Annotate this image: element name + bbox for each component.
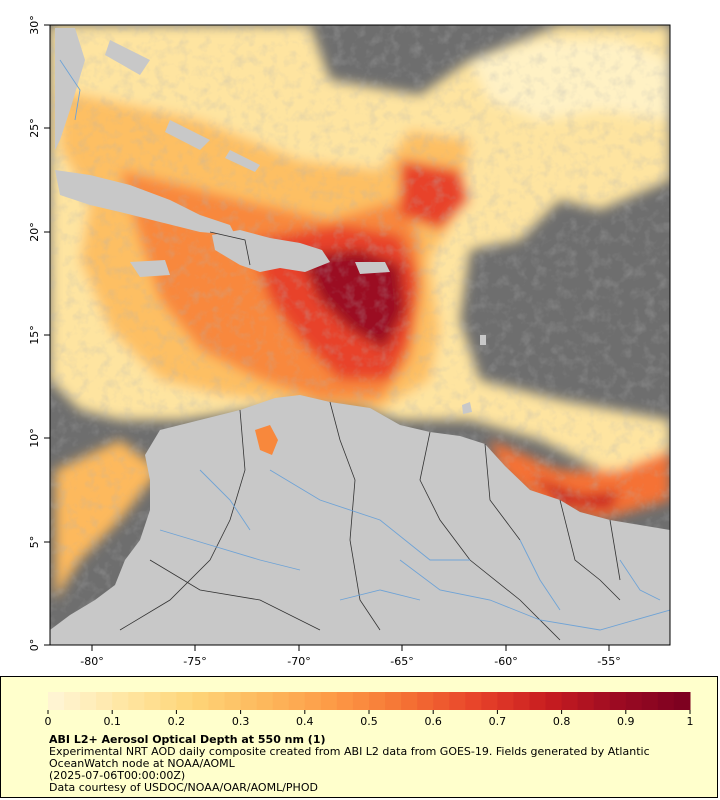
- rivers: [59, 59, 670, 631]
- product-date: (2025-07-06T00:00:00Z): [49, 769, 186, 782]
- colorbar: 0 0.1 0.2 0.3 0.4 0.5 0.6 0.7 0.8 0.9 1: [45, 692, 694, 728]
- colorbar-cell: [304, 692, 322, 710]
- colorbar-cell: [545, 692, 563, 710]
- colorbar-tick-label: 0.6: [424, 715, 442, 728]
- y-tick-label: 20°: [28, 222, 41, 242]
- colorbar-cell: [208, 692, 226, 710]
- y-tick-label: 0°: [28, 639, 41, 652]
- x-tick-label: -80°: [80, 655, 103, 668]
- land-south-america: [50, 395, 670, 645]
- product-title: ABI L2+ Aerosol Optical Depth at 550 nm …: [49, 733, 326, 746]
- colorbar-cell: [80, 692, 97, 710]
- colorbar-cell: [417, 692, 434, 710]
- y-tick-label: 30°: [28, 15, 41, 35]
- colorbar-cell: [160, 692, 177, 710]
- colorbar-cell: [465, 692, 482, 710]
- x-tick-label: -70°: [287, 655, 310, 668]
- y-tick-label: 10°: [28, 428, 41, 448]
- colorbar-cell: [64, 692, 81, 710]
- x-tick-label: -60°: [494, 655, 517, 668]
- colorbar-tick-label: 0.2: [168, 715, 186, 728]
- colorbar-cell: [401, 692, 418, 710]
- x-tick-label: -55°: [597, 655, 620, 668]
- colorbar-cell: [609, 692, 627, 710]
- colorbar-cell: [288, 692, 306, 710]
- colorbar-tick-label: 0: [45, 715, 52, 728]
- colorbar-cell: [96, 692, 113, 710]
- data-credit: Data courtesy of USDOC/NOAA/OAR/AOML/PHO…: [49, 781, 318, 794]
- colorbar-tick-label: 1: [687, 715, 694, 728]
- colorbar-tick-label: 0.1: [103, 715, 121, 728]
- colorbar-cell: [497, 692, 514, 710]
- colorbar-cell: [449, 692, 466, 710]
- x-axis: [91, 645, 610, 651]
- colorbar-cell: [369, 692, 386, 710]
- x-tick-label: -65°: [390, 655, 413, 668]
- colorbar-cell: [240, 692, 258, 710]
- colorbar-tick-label: 0.8: [553, 715, 571, 728]
- legend-panel: 0 0.1 0.2 0.3 0.4 0.5 0.6 0.7 0.8 0.9 1 ABI L2+ Ae…: [0, 676, 718, 798]
- aod-map: -80° -75° -70° -65° -60° -55° 30° 25° 20…: [28, 15, 671, 668]
- colorbar-cell: [625, 692, 643, 710]
- colorbar-cell: [481, 692, 498, 710]
- colorbar-cell: [385, 692, 402, 710]
- colorbar-cell: [336, 692, 354, 710]
- colorbar-cell: [112, 692, 129, 710]
- colorbar-cell: [176, 692, 193, 710]
- colorbar-cell: [561, 692, 579, 710]
- colorbar-cell: [352, 692, 370, 710]
- colorbar-cell: [577, 692, 595, 710]
- colorbar-cell: [192, 692, 209, 710]
- y-tick-label: 25°: [28, 118, 41, 138]
- colorbar-tick-label: 0.7: [489, 715, 507, 728]
- colorbar-cell: [673, 692, 691, 710]
- colorbar-tick-label: 0.5: [360, 715, 378, 728]
- colorbar-cell: [529, 692, 547, 710]
- product-description: Experimental NRT AOD daily composite cre…: [49, 745, 650, 770]
- colorbar-cell: [272, 692, 290, 710]
- y-tick-label: 5°: [28, 536, 41, 549]
- colorbar-cell: [144, 692, 161, 710]
- colorbar-cell: [224, 692, 242, 710]
- colorbar-tick-label: 0.4: [296, 715, 314, 728]
- colorbar-tick-label: 0.9: [617, 715, 635, 728]
- colorbar-cell: [433, 692, 450, 710]
- colorbar-cell: [128, 692, 145, 710]
- colorbar-cell: [593, 692, 611, 710]
- x-tick-label: -75°: [183, 655, 206, 668]
- y-axis: [44, 24, 50, 646]
- caribbean-islands: [55, 28, 486, 414]
- colorbar-cell: [657, 692, 675, 710]
- colorbar-cell: [513, 692, 530, 710]
- colorbar-cell: [256, 692, 274, 710]
- y-tick-label: 15°: [28, 325, 41, 345]
- country-borders: [119, 231, 621, 641]
- colorbar-cell: [641, 692, 659, 710]
- colorbar-cell: [320, 692, 338, 710]
- colorbar-tick-label: 0.3: [232, 715, 250, 728]
- colorbar-cell: [48, 692, 65, 710]
